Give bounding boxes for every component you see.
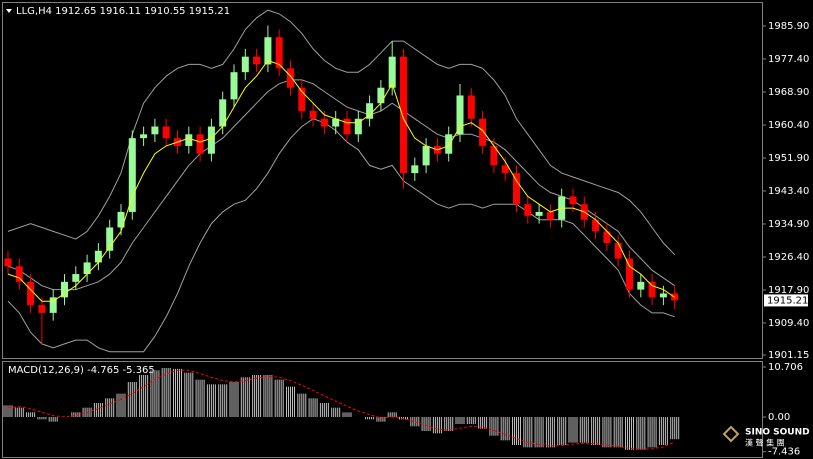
candle-body <box>366 103 374 119</box>
macd-title: MACD(12,26,9) -4.765 -5.365 <box>8 365 155 376</box>
candle-body <box>241 56 249 73</box>
y-tick-label: -7.436 <box>768 447 800 458</box>
candle-body <box>535 211 543 216</box>
y-tick-label: 1917.90 <box>768 285 809 296</box>
candle-body <box>490 145 498 166</box>
candle-body <box>569 196 577 205</box>
menu-triangle <box>6 9 12 13</box>
candle-body <box>207 126 215 154</box>
candle-body <box>38 305 46 313</box>
candle-body <box>332 118 340 127</box>
signal-line <box>7 369 675 450</box>
candle-body <box>72 274 80 282</box>
candle-body <box>467 95 475 119</box>
candle-body <box>354 118 362 135</box>
candle-body <box>501 165 509 174</box>
watermark: SINO SOUND 漢 聲 集 團 <box>722 425 810 448</box>
candle-body <box>479 118 487 146</box>
y-tick-label: 1985.90 <box>768 21 809 32</box>
candle-body <box>659 293 667 298</box>
candle-body <box>309 111 317 119</box>
logo <box>722 425 740 443</box>
watermark-name: SINO SOUND <box>745 428 810 438</box>
chart-title: LLG,H4 1912.65 1916.11 1910.55 1915.21 <box>16 6 230 17</box>
y-tick-label: 1934.90 <box>768 219 809 230</box>
y-tick-label: 1951.90 <box>768 153 809 164</box>
macd-pane-border <box>2 361 763 458</box>
band-upper <box>7 9 676 256</box>
candle-body <box>83 262 91 275</box>
candle-body <box>343 118 351 135</box>
candle-body <box>648 281 656 298</box>
candle-body <box>546 211 554 220</box>
y-tick-label: 10.706 <box>768 362 803 373</box>
candle-body <box>524 204 532 216</box>
candle-body <box>196 134 204 154</box>
candle-body <box>264 37 272 65</box>
candle-body <box>15 266 23 282</box>
candle-body <box>637 281 645 290</box>
y-tick-label: 1943.40 <box>768 186 809 197</box>
candle-body <box>253 56 261 65</box>
moving-average <box>7 59 675 302</box>
y-tick-label: 1977.40 <box>768 54 809 65</box>
candle-body <box>230 72 238 100</box>
candle-body <box>49 297 57 313</box>
candle-body <box>603 231 611 244</box>
y-tick-label: 1960.40 <box>768 120 809 131</box>
candle-body <box>4 258 12 267</box>
price-label-box <box>764 294 808 307</box>
candle-body <box>94 250 102 263</box>
candle-body <box>185 134 193 146</box>
y-tick-label: 1909.40 <box>768 318 809 329</box>
candle-body <box>592 219 600 232</box>
watermark-chinese: 漢 聲 集 團 <box>745 438 785 448</box>
candle-body <box>422 145 430 166</box>
candle-body <box>117 211 125 228</box>
candle-body <box>140 134 148 139</box>
candle-body <box>377 87 385 104</box>
candle-body <box>219 99 227 127</box>
candle-body <box>287 68 294 88</box>
y-tick-label: 1968.90 <box>768 87 809 98</box>
candle-body <box>445 134 453 154</box>
candle-body <box>162 126 170 139</box>
candle-body <box>320 118 328 127</box>
candle-body <box>400 56 407 174</box>
candle-body <box>151 126 159 135</box>
band-lower <box>7 118 675 353</box>
candle-body <box>513 173 520 205</box>
candle-body <box>614 243 622 259</box>
candle-body <box>106 227 114 251</box>
candle-body <box>275 37 283 69</box>
candle-body <box>456 95 464 135</box>
y-tick-label: 1926.40 <box>768 252 809 263</box>
candle-body <box>388 56 396 88</box>
candle-body <box>27 281 35 306</box>
candle-body <box>61 281 68 298</box>
candle-body <box>128 138 136 212</box>
y-tick-label: 0.00 <box>768 412 790 423</box>
candle-body <box>411 165 419 174</box>
y-tick-label: 1901.15 <box>768 350 809 361</box>
price-label: 1915.21 <box>767 295 808 306</box>
price-pane-border <box>2 2 763 359</box>
candle-body <box>298 87 306 112</box>
candle-body <box>626 258 633 290</box>
